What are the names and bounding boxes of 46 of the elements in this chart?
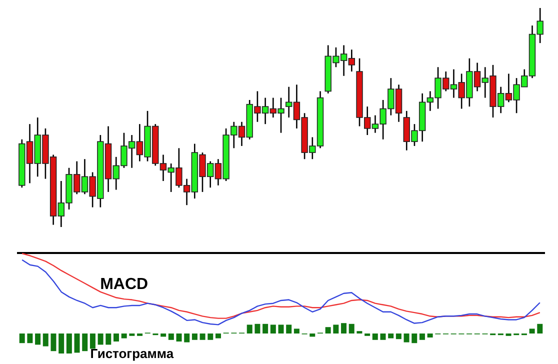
bar bbox=[74, 334, 80, 353]
bar bbox=[246, 324, 252, 334]
bar bbox=[50, 334, 56, 352]
bar bbox=[58, 334, 64, 354]
bar bbox=[106, 334, 112, 345]
bar bbox=[98, 334, 104, 345]
bar bbox=[160, 334, 166, 337]
bar bbox=[310, 334, 316, 337]
bar bbox=[208, 334, 214, 340]
bar bbox=[529, 328, 535, 334]
series-label: MACD bbox=[100, 276, 148, 293]
bar bbox=[278, 324, 284, 334]
bar bbox=[412, 334, 418, 344]
bar bbox=[90, 334, 96, 349]
bar bbox=[396, 334, 402, 340]
bar bbox=[19, 334, 25, 344]
bar bbox=[388, 334, 394, 338]
bar bbox=[427, 334, 433, 338]
bar bbox=[270, 324, 276, 334]
bar bbox=[27, 334, 33, 344]
bar bbox=[537, 324, 543, 334]
bar bbox=[215, 334, 221, 338]
bar bbox=[333, 324, 339, 334]
bar bbox=[184, 334, 190, 342]
bar bbox=[42, 334, 48, 346]
bar bbox=[419, 334, 425, 340]
bar bbox=[262, 324, 268, 334]
bar bbox=[254, 324, 260, 334]
bar bbox=[192, 334, 198, 340]
bar bbox=[341, 323, 347, 334]
bar bbox=[66, 334, 72, 354]
bar bbox=[200, 334, 206, 340]
bar bbox=[372, 334, 378, 340]
bar bbox=[404, 334, 410, 342]
bar bbox=[325, 327, 331, 334]
bar bbox=[121, 334, 127, 338]
bar bbox=[82, 334, 88, 352]
bar bbox=[294, 328, 300, 334]
bar bbox=[176, 334, 182, 342]
bar bbox=[168, 334, 174, 340]
bar bbox=[348, 324, 354, 334]
bar bbox=[114, 334, 119, 342]
bar bbox=[286, 324, 292, 334]
bar bbox=[35, 334, 41, 345]
bar bbox=[380, 334, 386, 340]
series-label: Гистограмма bbox=[90, 346, 174, 361]
